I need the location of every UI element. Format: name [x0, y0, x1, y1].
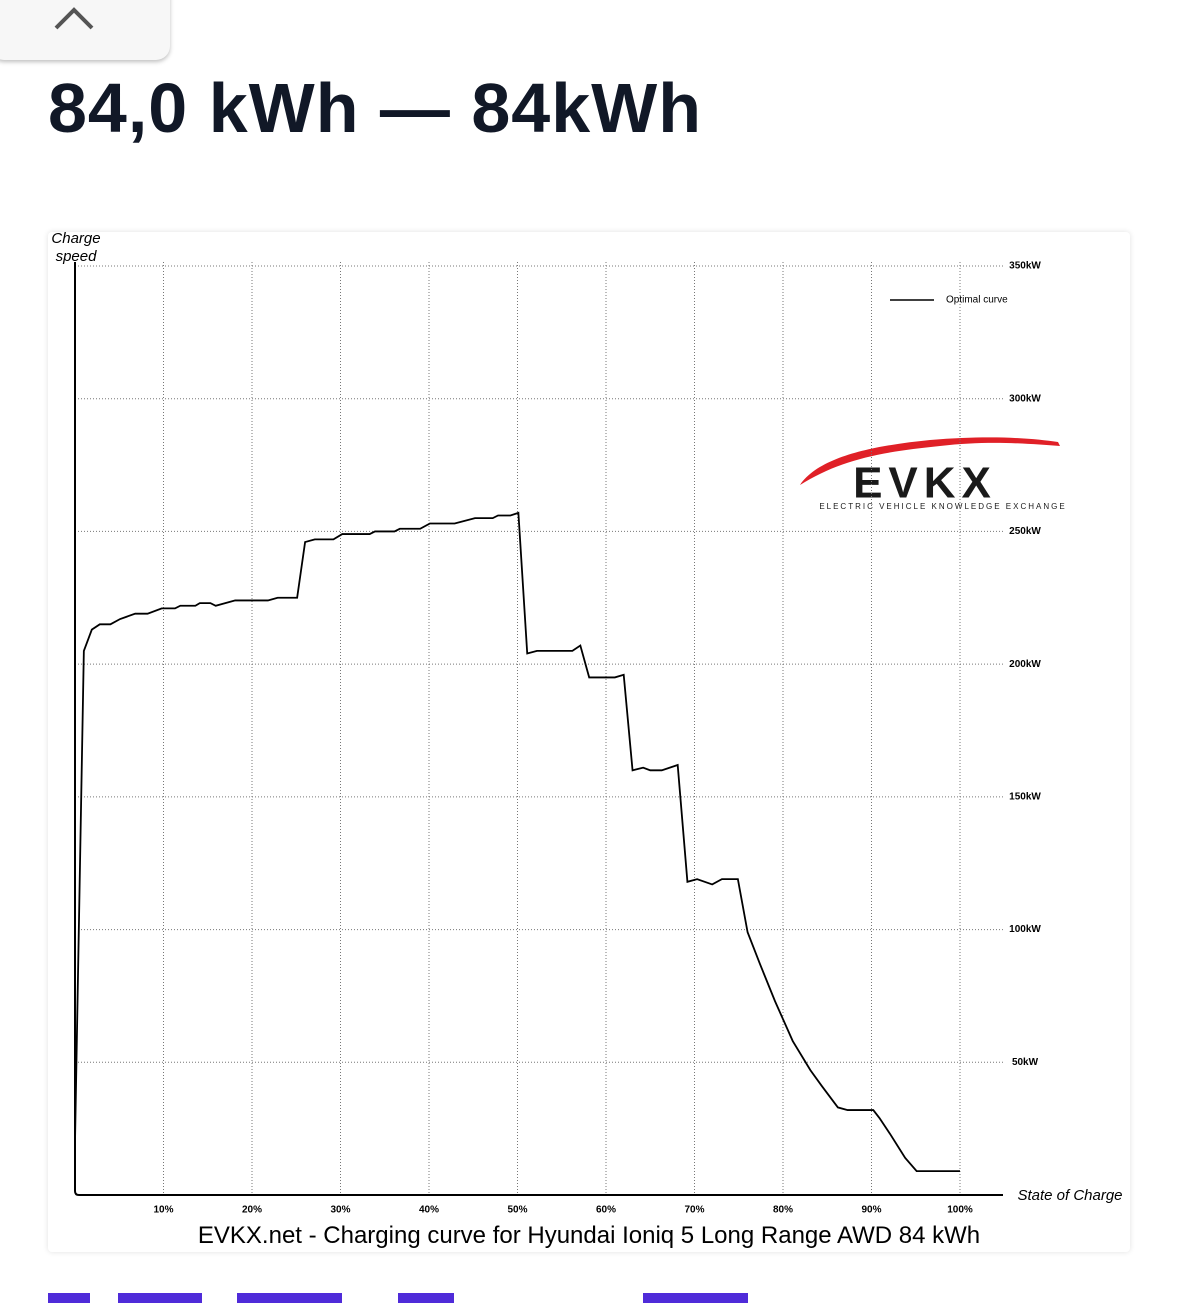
chart-caption: EVKX.net - Charging curve for Hyundai Io…	[197, 1222, 981, 1249]
x-axis-label: State of Charge	[1017, 1187, 1122, 1204]
y-tick-label: 250kW	[1009, 526, 1041, 537]
page-title: 84,0 kWh — 84kWh	[48, 69, 702, 147]
y-tick-label: 150kW	[1009, 791, 1041, 802]
x-tick-label: 80%	[773, 1205, 793, 1216]
next-heading-cutoff	[48, 1293, 748, 1303]
chart-card	[48, 232, 1130, 1252]
y-tick-label: 200kW	[1009, 659, 1041, 670]
y-axis-label: Charge speed	[51, 230, 101, 265]
legend-label: Optimal curve	[946, 295, 1008, 306]
collapse-tab[interactable]	[0, 0, 170, 60]
logo-tagline: ELECTRIC VEHICLE KNOWLEDGE EXCHANGE	[819, 502, 1066, 511]
logo: EVKX ELECTRIC VEHICLE KNOWLEDGE EXCHANGE	[800, 437, 1066, 511]
x-tick-label: 90%	[861, 1205, 881, 1216]
axes	[74, 262, 1003, 1196]
x-tick-label: 40%	[419, 1205, 439, 1216]
y-tick-label: 100kW	[1009, 924, 1041, 935]
x-tick-label: 10%	[153, 1205, 173, 1216]
x-tick-label: 100%	[947, 1205, 973, 1216]
x-tick-label: 20%	[242, 1205, 262, 1216]
logo-name: EVKX	[853, 459, 997, 508]
y-tick-label: 300kW	[1009, 393, 1041, 404]
x-tick-label: 30%	[330, 1205, 350, 1216]
data-line	[74, 511, 960, 1173]
chevron-icon	[54, 7, 94, 30]
y-tick-label: 350kW	[1009, 261, 1041, 272]
x-tick-label: 70%	[684, 1205, 704, 1216]
x-tick-label: 50%	[507, 1205, 527, 1216]
y-tick-label: 50kW	[1012, 1057, 1039, 1068]
x-tick-label: 60%	[596, 1205, 616, 1216]
